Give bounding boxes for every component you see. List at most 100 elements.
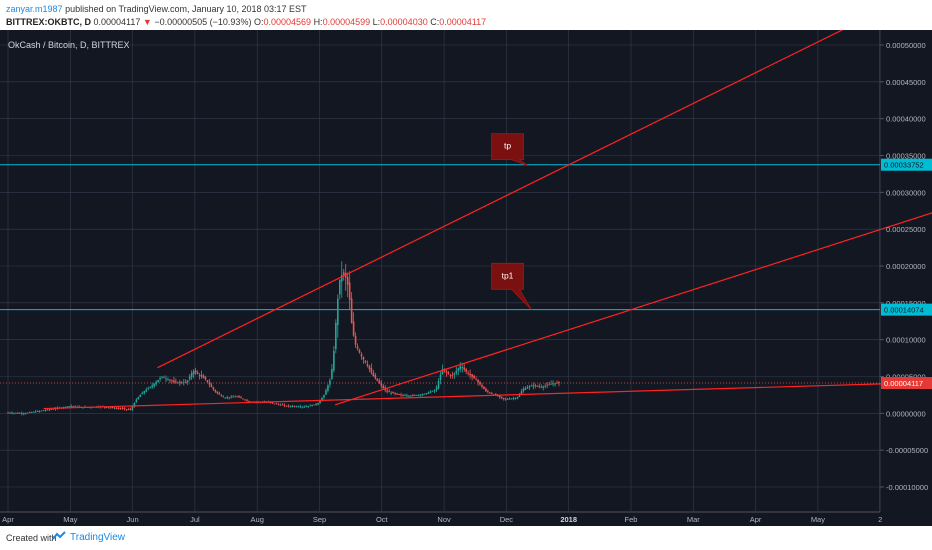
candle-body <box>182 382 185 384</box>
candle-body <box>291 406 294 408</box>
x-tick-label: Sep <box>313 515 326 524</box>
candle-body <box>26 412 29 414</box>
candle-body <box>346 277 349 285</box>
candle-body <box>198 374 201 376</box>
candle-body <box>145 389 148 392</box>
x-tick-label: Jun <box>127 515 139 524</box>
time-axis[interactable]: Apr May Jun Jul Aug Sep Oct Nov Dec 2018 Feb Mar Apr… <box>2 515 882 524</box>
price-axis[interactable]: 0.00050000 0.00045000 0.00040000 0.00035000… <box>880 41 932 492</box>
candle-body <box>129 409 132 410</box>
x-tick-label: May <box>63 515 77 524</box>
candle-body <box>356 346 359 349</box>
candle-body <box>248 401 250 402</box>
candle-body <box>520 391 523 394</box>
trendline[interactable] <box>43 381 932 410</box>
candle-body <box>107 407 110 409</box>
candle-body <box>222 396 225 398</box>
candle-body <box>364 360 367 363</box>
tradingview-brand[interactable]: TradingView <box>70 532 126 543</box>
candle-body <box>36 411 39 412</box>
candle-body <box>481 384 483 387</box>
open-label: O: <box>253 17 264 27</box>
annotations[interactable]: tp tp1 <box>491 133 532 310</box>
candle-body <box>17 413 19 414</box>
hline-price-label: 0.00014074 <box>884 306 924 315</box>
candle-body <box>70 406 72 407</box>
candle-body <box>206 380 209 383</box>
candle-body <box>477 379 479 383</box>
candle-body <box>210 384 213 388</box>
candle-body <box>321 397 323 401</box>
y-tick-label: -0.00010000 <box>886 483 928 492</box>
open-value: 0.00004569 <box>263 17 312 27</box>
candle-body <box>414 395 416 396</box>
trendline[interactable] <box>157 30 850 369</box>
candle-body <box>435 387 438 390</box>
candle-body <box>42 410 45 412</box>
callout-note[interactable] <box>491 133 529 167</box>
hline-price-tag <box>881 158 932 171</box>
candle-body <box>34 411 37 413</box>
candle-body <box>518 394 521 397</box>
candle-body <box>192 371 195 375</box>
candle-body <box>165 378 167 380</box>
candle-body <box>412 395 414 396</box>
trendline[interactable] <box>334 209 932 406</box>
candle-body <box>504 398 507 400</box>
candle-body <box>374 375 377 379</box>
high-value: 0.00004599 <box>322 17 371 27</box>
candle-body <box>103 407 106 408</box>
candle-body <box>471 374 473 377</box>
candle-body <box>242 398 244 400</box>
author-link[interactable]: zanyar.m1987 <box>6 4 63 14</box>
callout-note[interactable] <box>491 262 532 310</box>
candle-body <box>48 409 51 411</box>
candle-body <box>186 380 189 383</box>
x-tick-label: Apr <box>2 515 14 524</box>
candle-body <box>111 407 114 408</box>
candle-body <box>115 407 118 409</box>
candle-body <box>11 412 13 414</box>
candle-body <box>451 375 454 376</box>
candle-body <box>202 375 205 379</box>
candle-body <box>331 368 333 379</box>
candle-body <box>556 382 558 384</box>
candle-body <box>540 386 543 388</box>
candle-body <box>68 406 71 408</box>
candle-body <box>372 372 375 377</box>
candle-body <box>119 408 122 410</box>
candle-body <box>532 385 535 387</box>
candle-body <box>449 375 452 376</box>
candle-body <box>433 390 436 392</box>
candle-body <box>157 379 159 383</box>
candle-body <box>117 408 120 409</box>
candle-body <box>325 390 327 395</box>
candle-body <box>155 381 157 385</box>
candle-body <box>224 397 227 399</box>
candle-body <box>516 396 519 399</box>
candle-body <box>287 405 290 407</box>
tradingview-logo-icon[interactable] <box>52 531 66 541</box>
candle-body <box>427 392 430 394</box>
chart-title: OkCash / Bitcoin, D, BITTREX <box>8 40 130 50</box>
candle-body <box>491 393 493 395</box>
candle-body <box>465 369 467 372</box>
x-tick-label: Nov <box>437 515 451 524</box>
y-tick-label: 0.00020000 <box>886 262 926 271</box>
candle-body <box>534 384 537 386</box>
candle-body <box>390 392 392 394</box>
candle-body <box>218 392 221 395</box>
y-tick-label: 0.00015000 <box>886 299 926 308</box>
candle-body <box>127 409 130 410</box>
candle-body <box>305 406 308 408</box>
trendlines[interactable] <box>43 30 932 410</box>
candle-body <box>13 412 15 414</box>
symbol-label: BITTREX:OKBTC, D <box>6 17 91 27</box>
last-price-label: 0.00004117 <box>884 379 923 388</box>
price-change: −0.00000505 (−10.93%) <box>154 17 252 27</box>
candle-body <box>220 395 223 396</box>
x-tick-label: May <box>811 515 825 524</box>
horizontal-lines[interactable] <box>0 164 880 384</box>
chart-area[interactable]: tp tp1 0.00050000 0.00045000 0.00040000 0.00… <box>0 30 932 526</box>
